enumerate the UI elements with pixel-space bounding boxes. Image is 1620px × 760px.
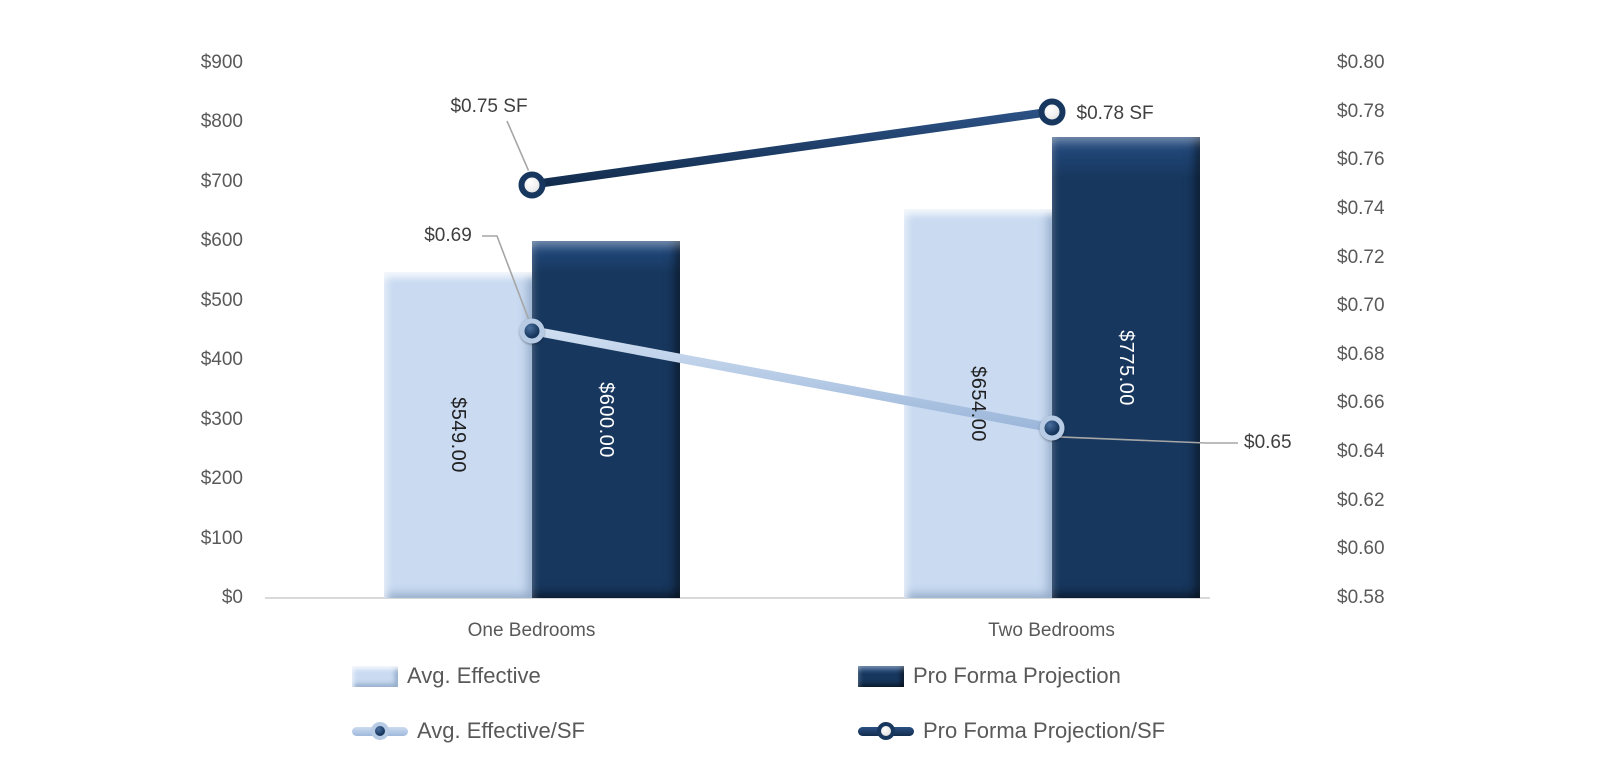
legend-label-pro-forma-projection-sf: Pro Forma Projection/SF — [923, 718, 1166, 743]
legend-item-pro-forma-projection-sf: Pro Forma Projection/SF — [858, 718, 1165, 744]
legend-swatch-avg-effective-bar-icon — [352, 665, 398, 687]
legend-swatch-avg-effective-sf-line-icon — [352, 722, 408, 740]
y-axis-left-tick-label: $800 — [200, 111, 243, 133]
x-axis-category-one-bedrooms: One Bedrooms — [467, 620, 596, 641]
y-axis-left-tick-label: $600 — [200, 230, 243, 252]
legend-marker-avg-effective-sf-icon — [371, 722, 389, 740]
y-axis-right-tick-label: $0.68 — [1337, 343, 1385, 365]
bar-pro-forma-projection-two-bedrooms — [1051, 137, 1200, 598]
y-axis-right-tick-label: $0.74 — [1337, 197, 1385, 219]
line-marker-avg-effective-sf-one-bedrooms — [519, 318, 544, 343]
y-axis-right-tick-label: $0.58 — [1337, 587, 1385, 608]
line-marker-pro-forma-projection-sf-two-bedrooms — [1038, 98, 1065, 126]
legend-item-avg-effective-sf: Avg. Effective/SF — [352, 718, 585, 744]
y-axis-right-tick-label: $0.64 — [1337, 441, 1385, 463]
line-data-label: $0.65 — [1244, 432, 1292, 453]
y-axis-right-tick-label: $0.78 — [1337, 100, 1385, 122]
y-axis-right-tick-label: $0.60 — [1337, 538, 1385, 560]
y-axis-right-tick-label: $0.70 — [1337, 295, 1385, 317]
legend-label-avg-effective-sf: Avg. Effective/SF — [417, 718, 585, 743]
y-axis-left-tick-label: $200 — [200, 468, 243, 490]
x-axis-category-two-bedrooms: Two Bedrooms — [988, 620, 1115, 641]
line-data-label: $0.69 — [424, 225, 472, 246]
line-data-label: $0.75 SF — [450, 96, 528, 117]
y-axis-right-tick-label: $0.62 — [1337, 489, 1385, 511]
y-axis-left-tick-label: $700 — [200, 170, 243, 192]
y-axis-left-tick-label: $900 — [200, 52, 243, 73]
y-axis-right-tick-label: $0.72 — [1337, 246, 1385, 268]
bar-avg-effective-one-bedrooms — [383, 271, 532, 598]
legend-item-pro-forma-projection: Pro Forma Projection — [858, 663, 1121, 689]
y-axis-left-tick-label: $500 — [200, 289, 243, 311]
y-axis-left-tick-label: $100 — [200, 527, 243, 549]
y-axis-right-tick-label: $0.80 — [1337, 52, 1385, 73]
line-marker-pro-forma-projection-sf-one-bedrooms — [518, 171, 545, 199]
y-axis-right-tick-label: $0.66 — [1337, 392, 1385, 414]
bar-value-label-pro-forma-projection-one-bedrooms: $600.00 — [595, 381, 617, 458]
bar-value-label-pro-forma-projection-two-bedrooms: $775.00 — [1115, 329, 1137, 406]
legend-label-avg-effective: Avg. Effective — [407, 663, 541, 688]
x-axis-line — [265, 597, 1210, 599]
legend-swatch-pro-forma-bar-icon — [858, 665, 904, 687]
y-axis-left-tick-label: $0 — [221, 587, 243, 608]
y-axis-right-tick-label: $0.76 — [1337, 149, 1385, 171]
line-marker-avg-effective-sf-two-bedrooms — [1039, 415, 1064, 441]
y-axis-left-tick-label: $400 — [200, 349, 243, 371]
bar-value-label-avg-effective-one-bedrooms: $549.00 — [447, 396, 469, 473]
legend-marker-pro-forma-sf-icon — [877, 722, 895, 740]
legend-item-avg-effective: Avg. Effective — [352, 663, 541, 689]
legend-swatch-pro-forma-sf-line-icon — [858, 722, 914, 740]
legend-label-pro-forma-projection: Pro Forma Projection — [913, 663, 1121, 688]
y-axis-left-tick-label: $300 — [200, 408, 243, 430]
line-data-label: $0.78 SF — [1076, 102, 1154, 124]
bar-value-label-avg-effective-two-bedrooms: $654.00 — [967, 365, 989, 442]
